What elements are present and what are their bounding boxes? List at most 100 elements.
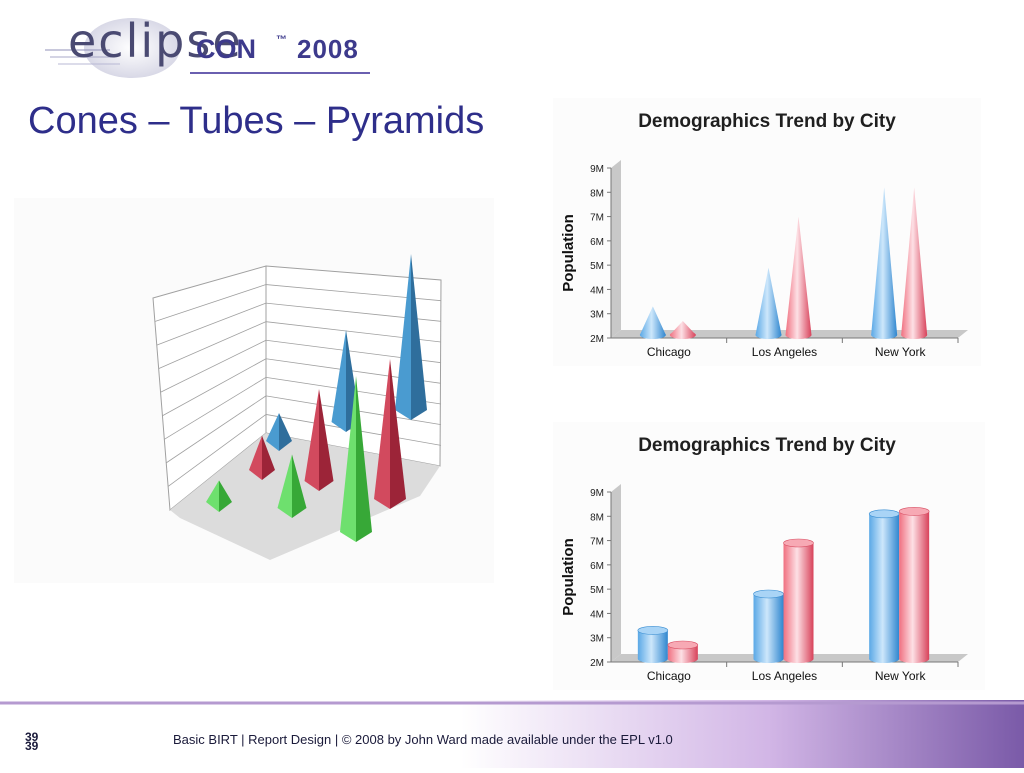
tube-bottom-red — [783, 655, 814, 663]
cone-red — [785, 216, 812, 335]
cone-red — [669, 321, 696, 335]
tube-chart: Demographics Trend by City Population 2M 3M… — [553, 422, 985, 690]
cone-red — [901, 187, 928, 335]
pyramid-red — [304, 389, 319, 491]
pyramid-blue-side — [411, 254, 427, 420]
tube-blue — [869, 513, 900, 659]
pyramid-chart — [14, 198, 494, 583]
back-wall — [611, 484, 621, 662]
tube-top-red — [667, 640, 699, 650]
y-tick-label: 7M — [590, 537, 604, 548]
chart-title: Demographics Trend by City — [638, 435, 896, 456]
tube-chart-svg: Demographics Trend by City Population 2M 3M… — [560, 435, 968, 683]
page-number: 39 39 — [25, 730, 39, 753]
cone-base-red — [785, 331, 812, 339]
cone-base-blue — [755, 331, 782, 339]
x-tick-label: Los Angeles — [752, 345, 817, 359]
footer-band — [0, 700, 1024, 768]
back-wall — [611, 160, 621, 338]
tube-red — [899, 511, 930, 659]
tube-bottom-blue — [637, 655, 668, 663]
cone-base-red — [901, 331, 928, 339]
tube-bottom-red — [667, 655, 698, 663]
chart-title: Demographics Trend by City — [638, 111, 896, 132]
grid-line — [156, 302, 267, 346]
grid-line — [162, 358, 267, 417]
y-tick-label: 2M — [590, 334, 604, 345]
pyramid-green-side — [356, 376, 372, 542]
x-tick-label: Los Angeles — [752, 669, 817, 683]
y-tick-label: 5M — [590, 585, 604, 596]
tube-top-blue — [753, 589, 784, 599]
x-tick-label: Chicago — [647, 669, 691, 683]
grid-line — [165, 395, 267, 464]
pyramid-green-side — [219, 480, 232, 512]
pyramid-red — [374, 359, 390, 509]
cone-blue — [755, 267, 782, 335]
logo-year: 2008 — [297, 34, 359, 64]
logo-eclipse-text: eclipse — [68, 14, 243, 68]
x-tick-label: Chicago — [647, 345, 691, 359]
pyramid-green — [277, 454, 292, 518]
pyramid-green — [340, 376, 356, 542]
y-tick-label: 9M — [590, 488, 604, 499]
grid-line — [158, 321, 267, 370]
pyramid-blue — [395, 254, 411, 420]
page-number-text: 39 — [25, 730, 39, 744]
pyramid-red-side — [390, 359, 406, 509]
tube-bottom-red — [899, 655, 930, 663]
x-tick-label: New York — [875, 669, 927, 683]
cone-base-blue — [871, 331, 898, 339]
footer-gradient — [0, 700, 1024, 768]
y-tick-label: 8M — [590, 188, 604, 199]
grid-line — [164, 376, 267, 440]
floor — [170, 433, 440, 560]
y-axis-label: Population — [560, 538, 577, 616]
pyramid-blue — [266, 413, 279, 451]
cone-base-red — [669, 331, 696, 339]
logo-tm: ™ — [276, 34, 287, 46]
cone-blue — [639, 306, 666, 335]
slide-title: Cones – Tubes – Pyramids — [28, 100, 485, 142]
pyramid-red-side — [319, 389, 334, 491]
logo-swoosh — [45, 18, 370, 78]
grid-line — [160, 339, 267, 393]
tube-blue — [753, 594, 784, 659]
tube-top-red — [898, 507, 930, 516]
logo-con-text: CON — [196, 34, 256, 64]
y-tick-label: 9M — [590, 164, 604, 175]
cone-blue — [871, 187, 898, 335]
tube-top-blue — [637, 626, 669, 635]
y-tick-label: 7M — [590, 213, 604, 224]
cone-chart-svg: Demographics Trend by City Population 2M 3M… — [560, 111, 968, 359]
tube-blue — [637, 630, 668, 659]
pyramid-blue — [331, 330, 346, 432]
pyramid-green — [206, 480, 219, 512]
tube-bottom-blue — [869, 655, 900, 663]
tube-red — [783, 543, 814, 659]
tube-top-blue — [868, 509, 900, 519]
cone-chart: Demographics Trend by City Population 2M 3M… — [553, 98, 981, 366]
pyramid-red-side — [262, 435, 275, 480]
grid-line — [154, 284, 267, 322]
y-tick-label: 3M — [590, 310, 604, 321]
footer-text: Basic BIRT | Report Design | © 2008 by J… — [173, 732, 673, 747]
grid-line — [167, 414, 267, 487]
pyramid-green-side — [292, 454, 307, 518]
x-tick-label: New York — [875, 345, 927, 359]
y-tick-label: 2M — [590, 658, 604, 669]
tube-top-red — [783, 538, 814, 548]
y-tick-label: 4M — [590, 609, 604, 620]
pyramid-red — [249, 435, 262, 480]
y-tick-label: 8M — [590, 512, 604, 523]
y-tick-label: 6M — [590, 237, 604, 248]
y-tick-label: 3M — [590, 634, 604, 645]
y-axis-label: Population — [560, 214, 577, 292]
y-tick-label: 4M — [590, 285, 604, 296]
y-tick-label: 5M — [590, 261, 604, 272]
pyramid-blue-side — [279, 413, 292, 451]
y-tick-label: 6M — [590, 561, 604, 572]
cone-base-blue — [639, 331, 666, 339]
pyramid-chart-svg — [152, 254, 442, 560]
page-number-text-shadow: 39 — [25, 739, 39, 753]
